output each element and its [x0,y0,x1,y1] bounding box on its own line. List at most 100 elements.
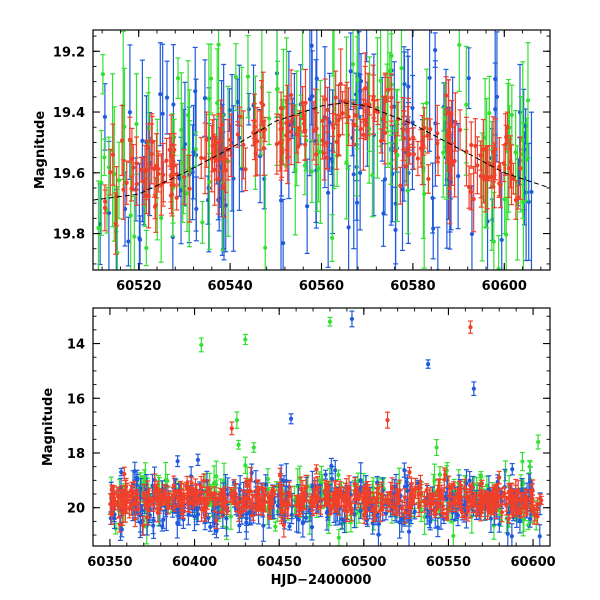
red-data-point [355,485,361,509]
red-data-point [152,473,158,499]
red-data-point [523,497,529,517]
red-data-point [389,477,395,498]
outlier-data-point [229,421,235,436]
red-data-point [481,149,487,204]
green-data-point [520,122,526,270]
red-data-point [434,498,440,510]
red-data-point [277,467,283,484]
y-tick-label: 16 [67,392,85,407]
outlier-data-point [442,469,448,481]
green-data-point [101,138,107,177]
x-tick-label: 60400 [172,555,217,570]
red-data-point [170,486,176,510]
red-data-point [162,483,168,500]
top-y-ticks: 19.2 19.4 19.6 19.8 [53,35,550,265]
red-data-point [452,92,458,152]
red-data-point [411,138,417,170]
red-data-point [258,493,264,504]
red-data-point [261,120,267,177]
red-data-point [187,154,193,223]
red-data-point [410,127,416,149]
red-data-point [179,488,185,512]
blue-data-point [380,180,386,247]
red-data-point [153,133,159,199]
red-data-point [344,494,350,503]
blue-data-point [150,517,156,535]
red-data-point [421,491,427,513]
red-data-point [351,105,357,145]
red-data-point [259,483,265,495]
blue-data-point [323,469,329,480]
red-data-point [198,475,204,499]
x-tick-label: 60540 [207,279,252,294]
red-data-point [278,496,284,522]
y-tick-label: 19.4 [53,106,85,121]
red-data-point [311,481,317,506]
red-data-point [164,137,170,184]
red-data-point [450,496,456,510]
blue-data-point [287,522,293,531]
red-data-point [375,99,381,126]
outlier-data-point [425,359,431,369]
red-data-point [425,164,431,194]
red-data-point [128,484,134,497]
green-data-point [369,133,375,218]
red-data-point [448,483,454,494]
outlier-data-point [467,320,473,334]
red-data-point [482,147,488,213]
red-data-point [213,511,219,530]
green-data-point [329,214,335,262]
green-data-point [121,67,127,186]
red-data-point [279,484,285,504]
red-data-point [393,488,399,503]
red-data-point [387,494,393,513]
x-tick-label: 60580 [390,279,435,294]
outlier-data-point [327,316,333,327]
blue-data-point [304,158,310,255]
red-data-point [157,488,163,514]
red-data-point [484,490,490,499]
blue-data-point [357,115,363,231]
red-data-point [250,119,256,146]
blue-data-point [358,481,364,493]
red-data-point [474,502,480,511]
red-data-point [408,483,414,503]
red-data-point [490,116,496,188]
red-data-point [388,73,394,122]
red-data-point [222,486,228,511]
outlier-data-point [335,469,341,481]
red-data-point [175,490,181,507]
blue-data-point [432,32,438,68]
red-data-point [277,113,283,172]
red-data-point [392,132,398,170]
green-data-point [525,520,531,531]
red-data-point [241,495,247,511]
red-data-point [198,136,204,179]
red-data-point [201,490,207,513]
red-data-point [221,155,227,218]
green-data-point [131,195,137,270]
green-data-point [262,174,268,270]
red-data-point [362,65,368,111]
outlier-data-point [535,434,541,450]
blue-data-point [164,60,170,135]
red-data-point [167,132,173,167]
red-data-point [146,488,152,512]
red-data-point [458,484,464,510]
red-data-point [405,105,411,157]
outlier-data-point [236,439,242,450]
red-data-point [231,492,237,506]
x-tick-label: 60350 [87,555,132,570]
green-data-point [300,30,306,71]
red-data-point [515,185,521,210]
red-data-point [474,510,480,518]
red-data-point [240,110,246,180]
red-data-point [134,162,140,206]
blue-data-point [236,64,242,211]
red-data-point [334,492,340,513]
red-data-point [330,103,336,153]
red-data-point [255,489,261,510]
red-data-point [114,166,120,227]
outlier-data-point [195,453,201,467]
red-data-point [324,490,330,505]
